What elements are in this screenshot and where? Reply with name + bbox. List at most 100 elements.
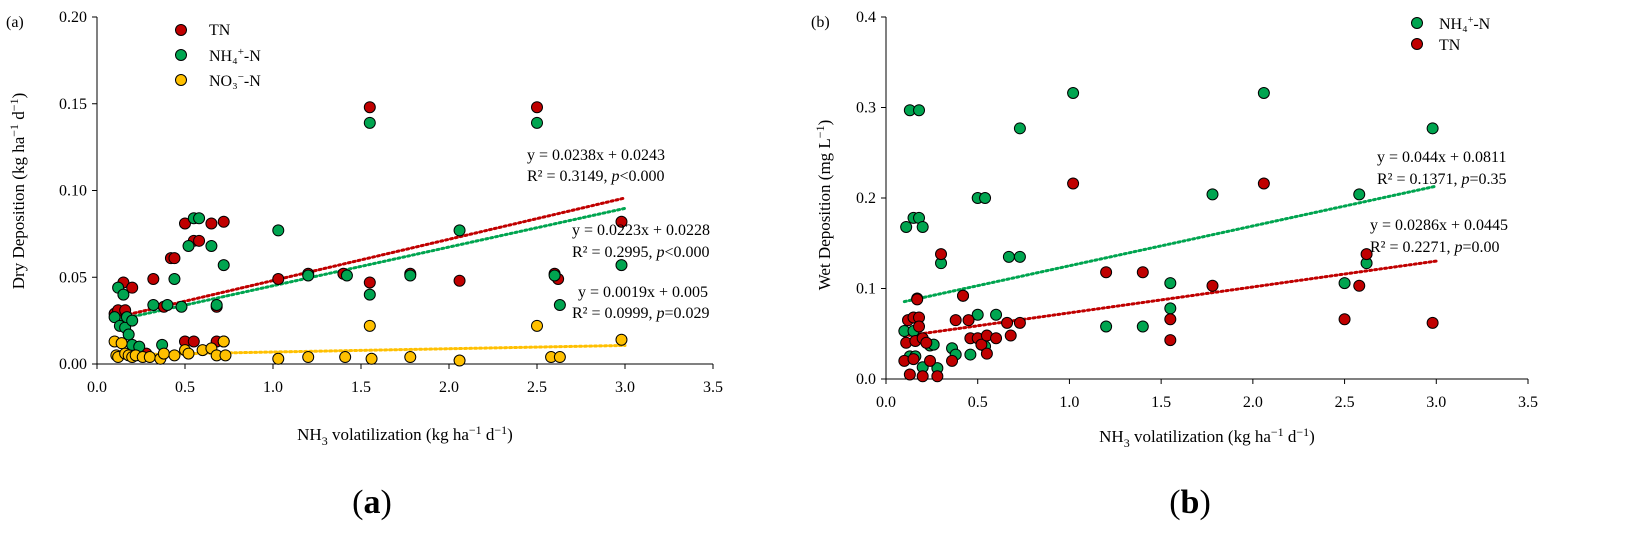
y-tick-label: 0.2 xyxy=(856,190,876,207)
x-tick-label: 3.0 xyxy=(615,379,635,396)
data-point-no3n xyxy=(168,349,181,362)
data-point-tn xyxy=(179,217,191,230)
data-point-no3n xyxy=(115,337,128,350)
data-point-tn xyxy=(1360,248,1373,261)
data-point-no3n xyxy=(363,319,376,332)
data-point-tn xyxy=(1001,316,1014,329)
data-point-tn xyxy=(911,293,924,306)
data-point-nh4n xyxy=(1426,122,1439,135)
data-point-nh4n xyxy=(1353,188,1366,201)
trendline-tn xyxy=(902,259,1438,338)
data-point-tn xyxy=(168,252,181,265)
data-point-nh4n xyxy=(453,224,466,237)
x-tick-label: 1.0 xyxy=(1059,394,1079,411)
data-point-nh4n xyxy=(404,269,417,282)
data-point-nh4n xyxy=(1136,320,1149,333)
r2-nh4-b: R² = 0.1371, p=0.35 xyxy=(1377,171,1507,188)
data-point-nh4n xyxy=(117,288,130,301)
x-tick-label: 2.5 xyxy=(1335,394,1355,411)
data-point-tn xyxy=(1426,316,1439,329)
data-point-nh4n xyxy=(1338,277,1351,290)
annotations-b: y = 0.044x + 0.0811 R² = 0.1371, p=0.35 … xyxy=(1370,149,1508,256)
data-point-tn xyxy=(126,281,139,294)
data-point-no3n xyxy=(404,351,417,364)
y-axis-label-a: Dry Deposition (kg ha−1 d−1) xyxy=(7,93,28,290)
data-point-tn xyxy=(962,314,975,327)
y-ticks-b: 0.0 0.1 0.2 0.3 0.4 xyxy=(856,9,886,388)
annotations-a: y = 0.0238x + 0.0243 R² = 0.3149, p<0.00… xyxy=(527,147,710,322)
equation-no3-a: y = 0.0019x + 0.005 xyxy=(578,284,708,301)
data-point-nh4n xyxy=(193,212,206,225)
data-point-nh4n xyxy=(971,308,984,321)
data-point-nh4n xyxy=(1067,87,1080,100)
r2-no3-a: R² = 0.0999, p=0.029 xyxy=(572,305,710,322)
x-tick-label: 1.5 xyxy=(1151,394,1171,411)
data-point-no3n xyxy=(182,347,195,360)
x-ticks-b: 0.0 0.5 1.0 1.5 2.0 2.5 3.0 3.5 xyxy=(876,379,1538,411)
data-point-tn xyxy=(946,354,959,367)
data-point-tn xyxy=(1206,279,1219,292)
data-point-nh4n xyxy=(168,272,181,285)
legend-a: TN NH₄+-N NO₃−-N xyxy=(175,22,261,90)
x-tick-label: 3.0 xyxy=(1426,394,1446,411)
data-point-tn xyxy=(1338,313,1351,326)
data-point-nh4n xyxy=(900,220,913,233)
legend-label-nh4-b: NH₄+-N xyxy=(1439,15,1491,33)
data-point-nh4n xyxy=(979,192,992,204)
legend-marker-tn xyxy=(175,24,187,36)
data-point-tn xyxy=(931,370,944,383)
y-tick-label: 0.4 xyxy=(856,9,876,26)
data-point-tn xyxy=(907,353,920,366)
data-point-nh4n xyxy=(161,299,174,312)
data-point-tn xyxy=(531,101,543,114)
y-tick-label: 0.20 xyxy=(59,9,87,26)
r2-tn-b: R² = 0.2271, p=0.00 xyxy=(1370,239,1500,256)
x-tick-label: 0.5 xyxy=(968,394,988,411)
legend-item-nh4-b: NH₄+-N xyxy=(1411,15,1491,33)
data-point-tn xyxy=(920,336,933,349)
data-point-no3n xyxy=(553,351,566,364)
data-point-nh4n xyxy=(182,240,195,253)
x-tick-label: 2.0 xyxy=(1243,394,1263,411)
data-point-nh4n xyxy=(553,299,566,312)
data-point-nh4n xyxy=(1257,87,1270,100)
equation-nh4-a: y = 0.0223x + 0.0228 xyxy=(572,222,710,239)
trendline-nh4n xyxy=(902,184,1438,304)
y-tick-label: 0.3 xyxy=(856,100,876,117)
equation-tn-a: y = 0.0238x + 0.0243 xyxy=(527,147,665,164)
data-point-nh4n xyxy=(1013,250,1026,263)
data-point-no3n xyxy=(615,333,628,346)
data-point-nh4n xyxy=(363,288,376,301)
y-tick-label: 0.1 xyxy=(856,281,876,298)
chart-panel-a: (a) 0.00 0.05 0.10 0.15 0.20 0.0 0.5 1.0 1.5 2.0… xyxy=(6,9,723,521)
data-point-tn xyxy=(957,289,970,302)
legend-label-no3: NO₃−-N xyxy=(209,71,261,90)
data-point-no3n xyxy=(217,335,230,348)
trendline-nh4n xyxy=(113,206,627,323)
data-point-nh4n xyxy=(302,269,315,282)
data-point-tn xyxy=(147,272,160,285)
data-point-tn xyxy=(903,368,916,381)
x-axis-label-b: NH3 volatilization (kg ha−1 d−1) xyxy=(1099,425,1315,450)
data-point-tn xyxy=(1013,316,1026,329)
x-tick-label: 1.5 xyxy=(351,379,371,396)
x-tick-label: 1.0 xyxy=(263,379,283,396)
legend-marker-tn-b xyxy=(1411,38,1423,50)
data-point-nh4n xyxy=(210,299,223,312)
data-point-nh4n xyxy=(363,116,376,129)
data-point-nh4n xyxy=(615,259,628,272)
equation-tn-b: y = 0.0286x + 0.0445 xyxy=(1370,217,1508,234)
y-tick-label: 0.05 xyxy=(59,269,87,286)
legend-label-tn: TN xyxy=(209,22,231,39)
data-point-nh4n xyxy=(175,300,188,313)
caption-a: (a) xyxy=(352,484,392,521)
data-point-tn xyxy=(1067,177,1080,190)
plot-area-a: 0.00 0.05 0.10 0.15 0.20 0.0 0.5 1.0 1.5 2.0 2.5 3… xyxy=(59,9,723,396)
data-point-tn xyxy=(980,347,993,360)
data-point-tn xyxy=(1257,177,1270,190)
data-point-nh4n xyxy=(340,269,353,282)
data-point-nh4n xyxy=(205,240,218,253)
x-tick-label: 3.5 xyxy=(1518,394,1538,411)
legend-marker-nh4 xyxy=(175,49,187,61)
